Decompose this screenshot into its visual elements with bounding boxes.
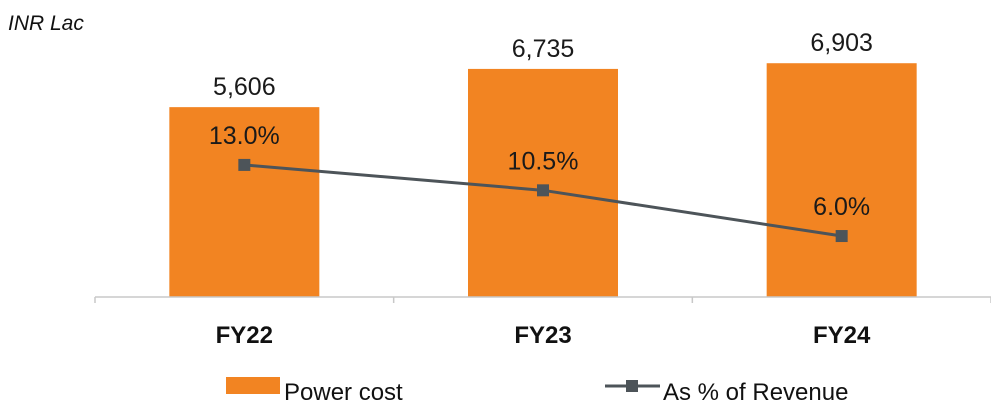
bar-value-label: 6,735 [512, 35, 575, 63]
line-value-label: 10.5% [508, 147, 579, 175]
legend-marker-as-percent-revenue [626, 380, 638, 392]
x-axis [94, 296, 991, 303]
bar-value-label: 6,903 [810, 29, 873, 57]
line-value-label: 13.0% [209, 122, 280, 150]
line-point-fy23 [537, 184, 549, 197]
line-point-fy22 [238, 158, 251, 171]
bar-value-labels: 5,606 6,735 6,903 [213, 29, 873, 101]
line-value-label: 6.0% [813, 193, 870, 221]
legend-swatch-power-cost [226, 377, 280, 394]
category-label: FY22 [216, 322, 273, 349]
bar-fy24 [766, 63, 917, 297]
bar-fy23 [468, 68, 618, 298]
legend-label-power-cost: Power cost [284, 379, 403, 406]
line-value-labels: 13.0% 10.5% 6.0% [209, 122, 870, 221]
legend: Power cost As % of Revenue [226, 377, 848, 406]
category-label: FY24 [813, 322, 871, 349]
category-label: FY23 [514, 322, 571, 349]
line-series [238, 158, 848, 243]
line-point-fy24 [835, 230, 848, 243]
bar-fy22 [169, 107, 320, 297]
category-labels: FY22 FY23 FY24 [216, 322, 871, 349]
unit-label: INR Lac [8, 12, 84, 35]
legend-label-as-percent-revenue: As % of Revenue [663, 379, 848, 406]
bar-value-label: 5,606 [213, 73, 276, 101]
bar-series [169, 63, 917, 298]
